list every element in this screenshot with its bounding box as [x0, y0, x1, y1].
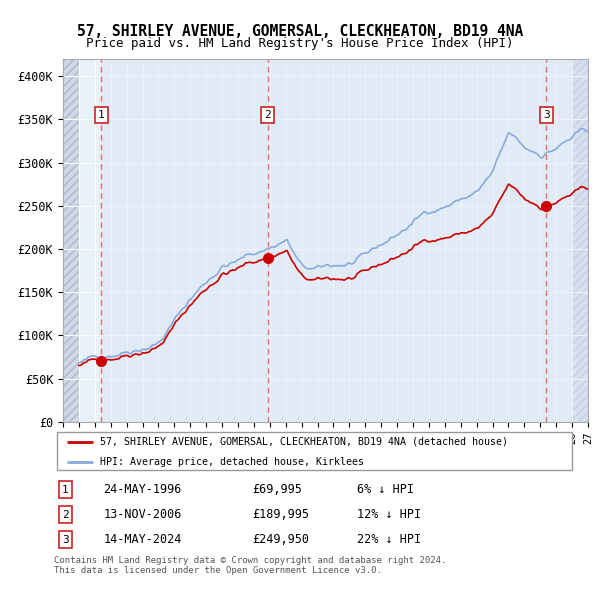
Text: 1: 1 [98, 110, 104, 120]
Text: 3: 3 [62, 535, 69, 545]
Text: Price paid vs. HM Land Registry's House Price Index (HPI): Price paid vs. HM Land Registry's House … [86, 37, 514, 50]
Text: £249,950: £249,950 [253, 533, 310, 546]
Text: 24-MAY-1996: 24-MAY-1996 [104, 483, 182, 496]
Text: 12% ↓ HPI: 12% ↓ HPI [357, 508, 421, 521]
Text: £69,995: £69,995 [253, 483, 302, 496]
Text: Contains HM Land Registry data © Crown copyright and database right 2024.
This d: Contains HM Land Registry data © Crown c… [54, 556, 446, 575]
Text: 1: 1 [62, 485, 69, 495]
Bar [63, 59, 79, 422]
Text: 2: 2 [62, 510, 69, 520]
Text: £189,995: £189,995 [253, 508, 310, 521]
Text: 22% ↓ HPI: 22% ↓ HPI [357, 533, 421, 546]
Text: 57, SHIRLEY AVENUE, GOMERSAL, CLECKHEATON, BD19 4NA: 57, SHIRLEY AVENUE, GOMERSAL, CLECKHEATO… [77, 24, 523, 38]
Bar [572, 59, 588, 422]
Text: 13-NOV-2006: 13-NOV-2006 [104, 508, 182, 521]
Text: HPI: Average price, detached house, Kirklees: HPI: Average price, detached house, Kirk… [100, 457, 364, 467]
Text: 3: 3 [543, 110, 550, 120]
Text: 6% ↓ HPI: 6% ↓ HPI [357, 483, 414, 496]
Text: 57, SHIRLEY AVENUE, GOMERSAL, CLECKHEATON, BD19 4NA (detached house): 57, SHIRLEY AVENUE, GOMERSAL, CLECKHEATO… [100, 437, 508, 447]
FancyBboxPatch shape [56, 432, 572, 470]
Text: 14-MAY-2024: 14-MAY-2024 [104, 533, 182, 546]
Text: 2: 2 [265, 110, 271, 120]
